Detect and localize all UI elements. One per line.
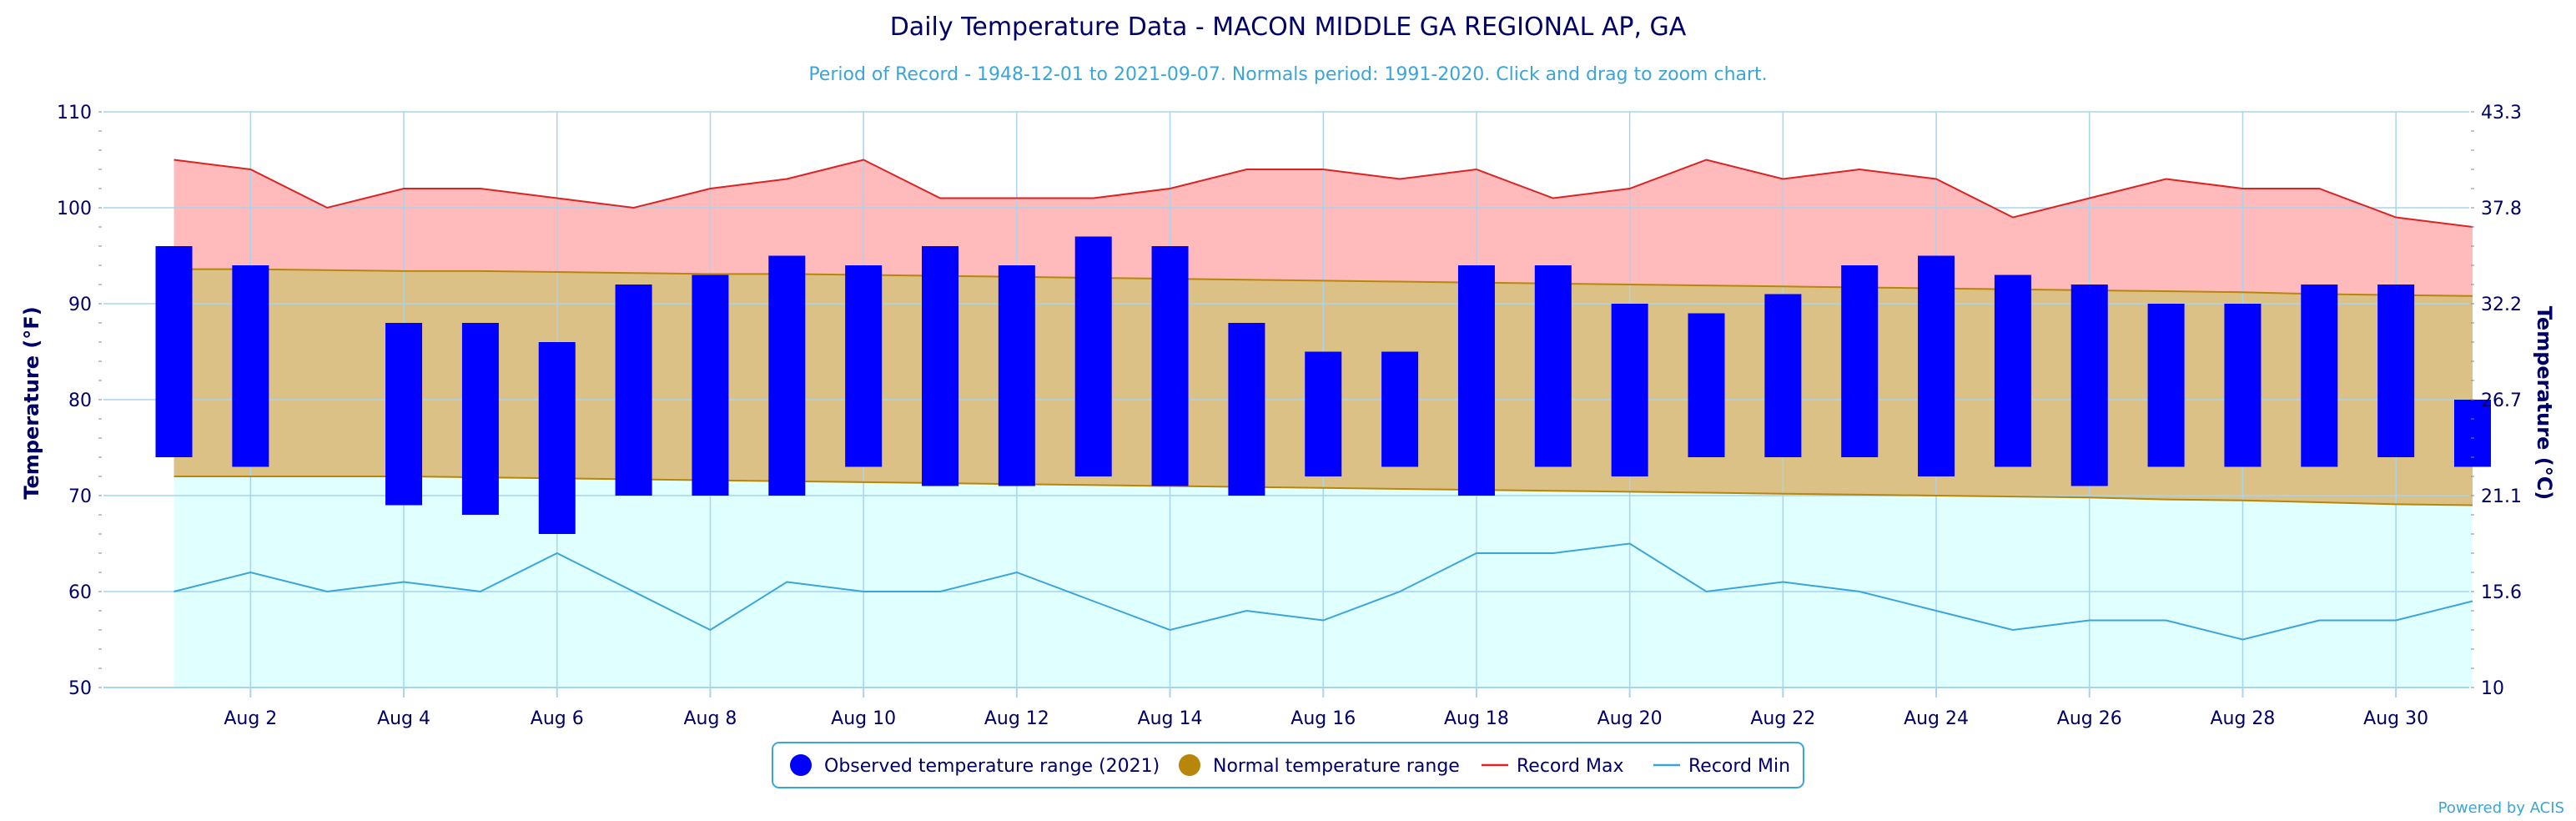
legend-item[interactable]: Record Min [1653,756,1790,777]
x-tick-label: Aug 14 [1138,708,1203,729]
observed-range-bar[interactable] [1151,246,1189,486]
legend-item[interactable]: Observed temperature range (2021) [790,754,1160,777]
y-tick-label-right: 26.7 [2481,390,2522,411]
chart-title: Daily Temperature Data - MACON MIDDLE GA… [890,13,1687,42]
observed-range-bar[interactable] [1381,351,1419,467]
observed-range-bar[interactable] [1841,265,1879,457]
observed-range-bar[interactable] [2454,400,2491,467]
observed-range-bar[interactable] [1688,313,1725,458]
x-tick-label: Aug 12 [984,708,1049,729]
y-tick-label-left: 90 [68,295,92,315]
y-tick-label-left: 50 [68,678,92,699]
observed-range-bar[interactable] [1074,236,1112,477]
observed-range-bar[interactable] [922,246,958,486]
x-tick-label: Aug 6 [531,708,584,729]
x-tick-label: Aug 28 [2210,708,2275,729]
observed-range-bar[interactable] [615,285,652,496]
legend-box [772,742,1804,788]
y-tick-label-right: 37.8 [2481,199,2522,219]
observed-range-bar[interactable] [232,265,269,467]
y-tick-label-left: 70 [68,486,92,507]
y-axis-title-right: Temperature (°C) [2533,306,2556,501]
x-tick-label: Aug 4 [377,708,430,729]
observed-range-bar[interactable] [845,265,883,467]
observed-range-bar[interactable] [1305,351,1342,477]
observed-range-bar[interactable] [2147,304,2185,467]
x-tick-label: Aug 18 [1444,708,1509,729]
x-tick-label: Aug 2 [224,708,277,729]
chart-subtitle: Period of Record - 1948-12-01 to 2021-09… [808,64,1767,85]
observed-range-bar[interactable] [2224,304,2262,467]
observed-range-bar[interactable] [538,342,576,534]
legend-item[interactable]: Record Max [1482,756,1624,777]
legend-label: Record Min [1688,756,1790,777]
observed-range-bar[interactable] [385,323,423,506]
observed-range-bar[interactable] [768,255,806,496]
x-tick-label: Aug 24 [1904,708,1969,729]
observed-range-bar[interactable] [2377,285,2415,457]
observed-range-bar[interactable] [2070,285,2108,486]
observed-range-bar[interactable] [1534,265,1572,467]
legend-label: Observed temperature range (2021) [824,756,1160,777]
y-axis-title-left: Temperature (°F) [20,306,43,499]
record-min-line [174,542,2473,641]
legend-label: Normal temperature range [1213,756,1460,777]
observed-range-bar[interactable] [1918,255,1955,477]
legend-label: Record Max [1517,756,1624,777]
observed-range-bar[interactable] [1764,294,1802,458]
x-tick-label: Aug 26 [2057,708,2122,729]
y-tick-label-right: 21.1 [2481,486,2522,507]
plot-area[interactable] [103,111,2491,688]
observed-range-bar[interactable] [1457,265,1495,496]
y-tick-label-right: 15.6 [2481,582,2522,603]
y-tick-label-left: 110 [57,103,92,123]
y-tick-label-left: 60 [68,582,92,603]
x-tick-label: Aug 16 [1291,708,1356,729]
observed-range-bar[interactable] [692,275,729,496]
legend-marker-icon [1179,754,1200,776]
legend-item[interactable]: Normal temperature range [1179,754,1460,777]
x-tick-label: Aug 20 [1597,708,1663,729]
chart-legend[interactable]: Observed temperature range (2021) Normal … [772,742,1804,788]
credits-link[interactable]: Powered by ACIS [2438,799,2564,817]
x-tick-label: Aug 8 [683,708,737,729]
y-tick-label-left: 100 [57,199,92,219]
y-tick-label-right: 32.2 [2481,295,2522,315]
observed-range-bar[interactable] [155,246,193,457]
observed-range-bar[interactable] [461,323,499,515]
x-tick-label: Aug 30 [2363,708,2428,729]
axes: 50 60 70 80 90 100 110 10 15.6 21.1 26.7 32.2 37.8 43… [57,103,2522,729]
legend-marker-icon [790,754,812,776]
observed-range-bar[interactable] [1611,304,1648,476]
y-tick-label-right: 10 [2481,678,2504,699]
observed-range-bar[interactable] [1994,275,2031,467]
y-tick-label-right: 43.3 [2481,103,2522,123]
observed-range-bar[interactable] [1228,323,1265,496]
x-tick-label: Aug 10 [831,708,896,729]
observed-range-bar[interactable] [2301,285,2338,467]
y-tick-label-left: 80 [68,390,92,411]
x-tick-label: Aug 22 [1750,708,1815,729]
observed-range-bar[interactable] [998,265,1035,486]
record-max-line [174,159,2473,228]
